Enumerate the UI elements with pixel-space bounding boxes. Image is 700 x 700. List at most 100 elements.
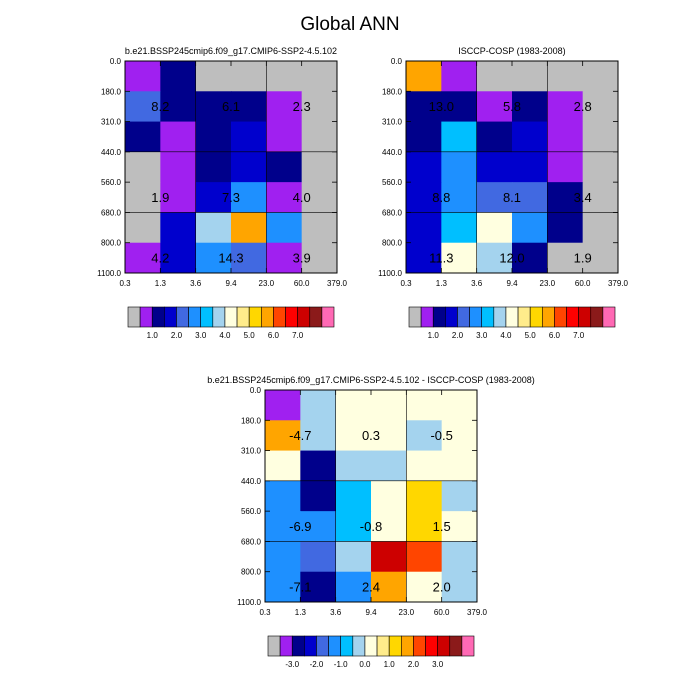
y-tick-label: 440.0 (382, 148, 403, 157)
colorbar-swatch (224, 306, 238, 328)
heatmap-cell (582, 61, 619, 92)
heatmap-cell (125, 182, 161, 213)
cell-value-label: 1.5 (433, 519, 451, 534)
heatmap-cell (441, 450, 478, 482)
heatmap-cell (512, 91, 548, 123)
colorbar-swatch (328, 635, 342, 657)
heatmap-cell (441, 420, 478, 452)
colorbar-swatch (425, 635, 438, 657)
heatmap-cell (547, 121, 584, 153)
colorbar-swatch (413, 635, 426, 657)
y-tick-label: 680.0 (241, 537, 262, 546)
cell-value-label: 7.3 (222, 190, 240, 205)
cell-value-label: -7.1 (289, 579, 311, 594)
heatmap-cell (476, 61, 513, 92)
heatmap-cell (441, 511, 478, 542)
heatmap-cell (335, 480, 372, 512)
heatmap-cell (406, 390, 443, 421)
panel-2: ISCCP-COSP (1983-2008) 0.0 180.0 310.0 440.0… (378, 46, 628, 340)
heatmap-cell (160, 121, 197, 153)
colorbar-label: 5.0 (244, 331, 256, 340)
heatmap-cell (231, 151, 267, 183)
x-tick-label: 3.6 (471, 279, 483, 288)
y-tick-label: 680.0 (101, 208, 122, 217)
x-tick-label: 1.3 (155, 279, 167, 288)
colorbar-label: 4.0 (219, 331, 231, 340)
colorbar-label: 2.0 (452, 331, 464, 340)
heatmap-cell (441, 541, 478, 573)
y-tick-label: 0.0 (250, 386, 262, 395)
cell-value-label: 13.0 (429, 99, 454, 114)
x-tick-label: 0.3 (119, 279, 131, 288)
colorbar-swatch (176, 306, 189, 328)
colorbar-swatch (248, 306, 262, 328)
heatmap-cell (300, 480, 337, 512)
heatmap-cell (265, 571, 301, 603)
x-tick-label: 3.6 (330, 608, 342, 617)
heatmap-cell (406, 182, 442, 213)
heatmap-cell (476, 121, 513, 153)
cell-value-label: 2.3 (293, 99, 311, 114)
colorbar-swatch (457, 306, 470, 328)
cell-value-label: 4.2 (151, 250, 169, 265)
heatmap-cell (300, 450, 337, 482)
colorbar-swatch (309, 306, 323, 328)
cell-value-label: 2.4 (362, 579, 380, 594)
cell-value-label: -0.8 (360, 519, 382, 534)
heatmap-cell (406, 450, 443, 482)
heatmap-cell (265, 450, 301, 482)
heatmap-cell (195, 151, 232, 183)
heatmap-cell (406, 541, 443, 573)
cell-value-label: 6.1 (222, 99, 240, 114)
heatmap-cell (266, 91, 303, 123)
heatmap-cell (335, 450, 372, 482)
heatmap-cell (547, 212, 584, 244)
heatmap-cell (406, 511, 443, 542)
heatmap-cell (371, 571, 407, 603)
heatmap-cell (547, 242, 584, 274)
colorbar-swatch (517, 306, 531, 328)
cell-value-label: 8.2 (151, 99, 169, 114)
colorbar-swatch (127, 306, 141, 328)
colorbar-label: 3.0 (195, 331, 207, 340)
heatmap-cell (125, 242, 161, 274)
colorbar-label: 0.0 (359, 660, 371, 669)
heatmap-cell (582, 151, 619, 183)
heatmap-cell (476, 182, 513, 213)
heatmap-cell (582, 212, 619, 244)
colorbar-label: -1.0 (334, 660, 348, 669)
heatmap-cell (441, 390, 478, 421)
x-tick-label: 1.3 (295, 608, 307, 617)
heatmap-cell (231, 182, 267, 213)
cell-value-label: 5.8 (503, 99, 521, 114)
heatmap-cell (160, 242, 197, 274)
colorbar-label: 2.0 (408, 660, 420, 669)
cell-value-label: 3.9 (293, 250, 311, 265)
cell-value-label: -6.9 (289, 519, 311, 534)
heatmap-cell (547, 61, 584, 92)
heatmap-cell (195, 182, 232, 213)
heatmap-cell (125, 91, 161, 123)
panel-1: b.e21.BSSP245cmip6.f09_g17.CMIP6-SSP2-4.… (97, 46, 347, 340)
y-tick-label: 440.0 (101, 148, 122, 157)
heatmap-cell (512, 212, 548, 244)
x-tick-label: 60.0 (575, 279, 591, 288)
cell-value-label: 8.8 (432, 190, 450, 205)
cell-value-label: -0.5 (430, 428, 452, 443)
heatmap-cell (300, 571, 337, 603)
heatmap-cell (476, 91, 513, 123)
colorbar-swatch (164, 306, 177, 328)
heatmap-cell (335, 420, 372, 452)
x-tick-label: 0.3 (259, 608, 271, 617)
colorbar-swatch (151, 306, 165, 328)
y-tick-label: 310.0 (382, 118, 403, 127)
heatmap-cell (195, 242, 232, 274)
y-tick-label: 560.0 (382, 178, 403, 187)
colorbar-swatch (420, 306, 434, 328)
heatmap-cell (406, 571, 443, 603)
heatmap-cell (125, 212, 161, 244)
colorbar-label: 6.0 (268, 331, 280, 340)
colorbar-label: 1.0 (428, 331, 440, 340)
colorbar-swatch (279, 635, 293, 657)
